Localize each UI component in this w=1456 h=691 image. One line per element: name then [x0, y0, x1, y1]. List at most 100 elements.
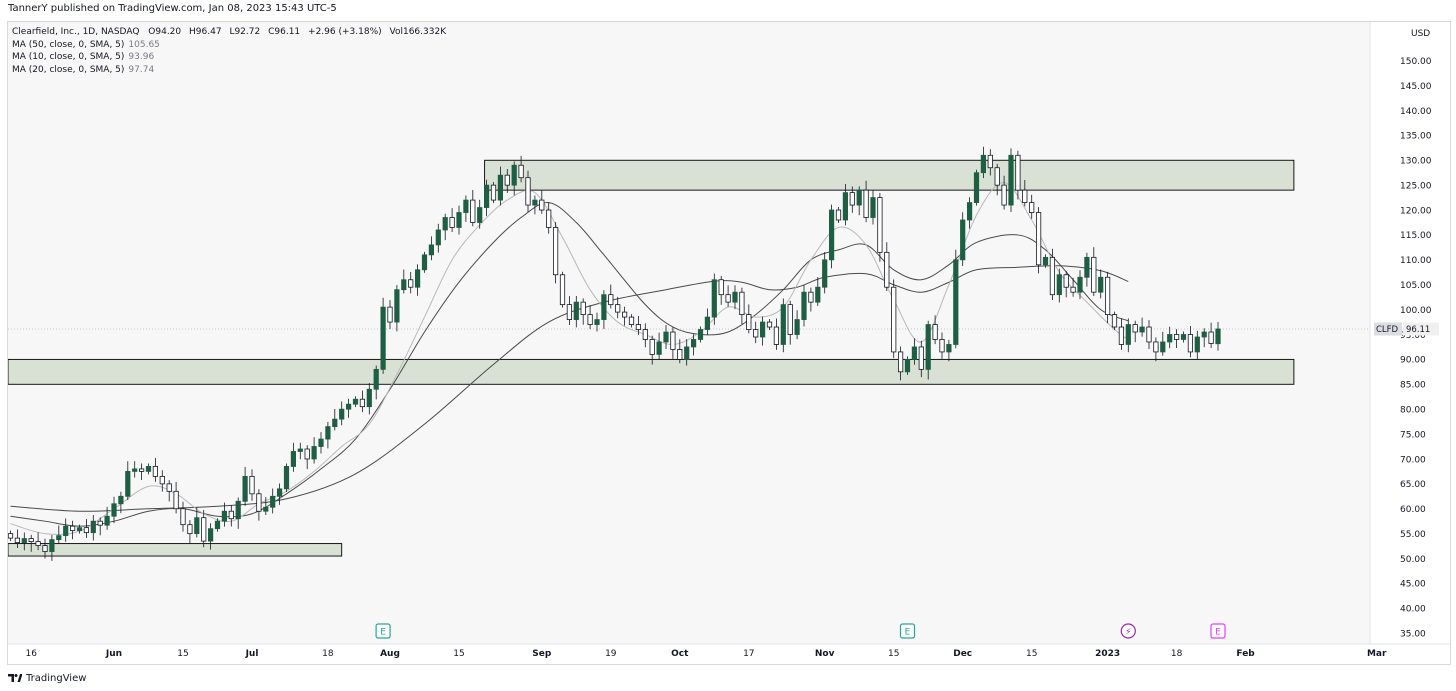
- candle[interactable]: [297, 442, 303, 460]
- candle[interactable]: [14, 529, 20, 548]
- candle[interactable]: [815, 277, 821, 306]
- chart-panel[interactable]: E E ⚡ E USD 35.00 40.00 45.00 50.00 55.00 60.00 65.…: [7, 21, 1451, 665]
- candle[interactable]: [373, 365, 379, 400]
- candle[interactable]: [518, 155, 524, 183]
- candle[interactable]: [539, 189, 545, 214]
- candle[interactable]: [808, 287, 814, 312]
- candle[interactable]: [898, 346, 904, 381]
- candle[interactable]: [822, 252, 828, 294]
- candle[interactable]: [401, 269, 407, 294]
- candle[interactable]: [256, 489, 262, 521]
- candle[interactable]: [42, 538, 48, 559]
- candle[interactable]: [235, 497, 241, 529]
- candle[interactable]: [546, 202, 552, 234]
- candle[interactable]: [173, 481, 179, 514]
- candle[interactable]: [780, 298, 786, 353]
- candle[interactable]: [835, 207, 842, 223]
- zone-rectangle[interactable]: [8, 358, 1295, 385]
- candle[interactable]: [290, 442, 297, 472]
- candle[interactable]: [1194, 330, 1200, 360]
- candle[interactable]: [442, 213, 448, 241]
- candle[interactable]: [980, 146, 987, 179]
- candle[interactable]: [201, 509, 207, 548]
- ma10-legend-row[interactable]: MA (10, close, 0, SMA, 5) 93.96: [12, 51, 451, 64]
- candle[interactable]: [794, 310, 800, 340]
- candle[interactable]: [946, 339, 952, 362]
- candle[interactable]: [228, 505, 234, 527]
- candle[interactable]: [566, 296, 573, 325]
- candle[interactable]: [435, 223, 441, 253]
- candle[interactable]: [677, 339, 683, 364]
- candle[interactable]: [953, 249, 959, 349]
- candle[interactable]: [366, 383, 372, 415]
- candle[interactable]: [118, 491, 124, 514]
- candle[interactable]: [159, 470, 165, 492]
- candle[interactable]: [90, 515, 96, 541]
- candle[interactable]: [573, 295, 579, 328]
- candle[interactable]: [553, 222, 559, 284]
- candle[interactable]: [877, 193, 883, 262]
- candle[interactable]: [973, 169, 980, 206]
- candle[interactable]: [608, 284, 614, 309]
- candle[interactable]: [739, 287, 745, 324]
- candle[interactable]: [1098, 269, 1104, 299]
- candle[interactable]: [387, 300, 393, 330]
- candle[interactable]: [63, 518, 69, 542]
- candle[interactable]: [663, 325, 669, 349]
- candle[interactable]: [967, 197, 973, 229]
- candle[interactable]: [1208, 322, 1214, 349]
- ma50-legend-row[interactable]: MA (50, close, 0, SMA, 5) 105.65: [12, 39, 451, 52]
- candle[interactable]: [987, 149, 993, 176]
- candle[interactable]: [180, 501, 186, 532]
- candle[interactable]: [345, 398, 352, 418]
- candle[interactable]: [994, 163, 1000, 196]
- candle[interactable]: [1008, 148, 1014, 213]
- candle[interactable]: [97, 517, 103, 536]
- candle[interactable]: [497, 166, 504, 206]
- candle[interactable]: [1042, 254, 1049, 268]
- candle[interactable]: [1174, 329, 1180, 349]
- candle[interactable]: [242, 467, 248, 506]
- candle[interactable]: [1022, 179, 1028, 207]
- candle[interactable]: [580, 298, 586, 325]
- candle[interactable]: [1167, 326, 1173, 349]
- candle[interactable]: [414, 264, 421, 296]
- candle[interactable]: [842, 184, 849, 226]
- earnings-event-icon[interactable]: [899, 623, 916, 639]
- candle[interactable]: [456, 205, 462, 235]
- candle[interactable]: [1070, 277, 1076, 297]
- candle[interactable]: [684, 339, 690, 366]
- candle[interactable]: [339, 401, 345, 426]
- candle[interactable]: [670, 327, 676, 359]
- candle[interactable]: [863, 180, 869, 223]
- candle[interactable]: [918, 340, 924, 378]
- candle[interactable]: [325, 422, 331, 449]
- price-chart[interactable]: E E ⚡ E USD 35.00 40.00 45.00 50.00 55.00 60.00 65.…: [8, 22, 1450, 664]
- candle[interactable]: [1111, 311, 1118, 331]
- price-axis[interactable]: [1370, 22, 1450, 664]
- candle[interactable]: [691, 334, 697, 356]
- candle[interactable]: [622, 306, 628, 326]
- candle[interactable]: [718, 275, 724, 305]
- candle[interactable]: [304, 445, 310, 470]
- candle[interactable]: [960, 212, 966, 267]
- candle[interactable]: [849, 186, 855, 213]
- ma20-legend-row[interactable]: MA (20, close, 0, SMA, 5) 97.74: [12, 64, 451, 77]
- candle[interactable]: [70, 520, 76, 540]
- candle[interactable]: [1049, 248, 1055, 301]
- candle[interactable]: [884, 242, 890, 291]
- candle[interactable]: [1180, 331, 1187, 343]
- candle[interactable]: [449, 208, 455, 233]
- candle[interactable]: [911, 338, 918, 365]
- candle[interactable]: [1160, 331, 1166, 356]
- candle[interactable]: [125, 461, 131, 501]
- candle[interactable]: [35, 532, 41, 551]
- candle[interactable]: [104, 506, 110, 530]
- candle[interactable]: [925, 320, 931, 380]
- candle[interactable]: [463, 195, 469, 222]
- candle[interactable]: [470, 189, 476, 227]
- candle[interactable]: [504, 169, 510, 193]
- candle[interactable]: [704, 308, 711, 335]
- candle[interactable]: [642, 323, 648, 348]
- candle[interactable]: [1132, 320, 1138, 343]
